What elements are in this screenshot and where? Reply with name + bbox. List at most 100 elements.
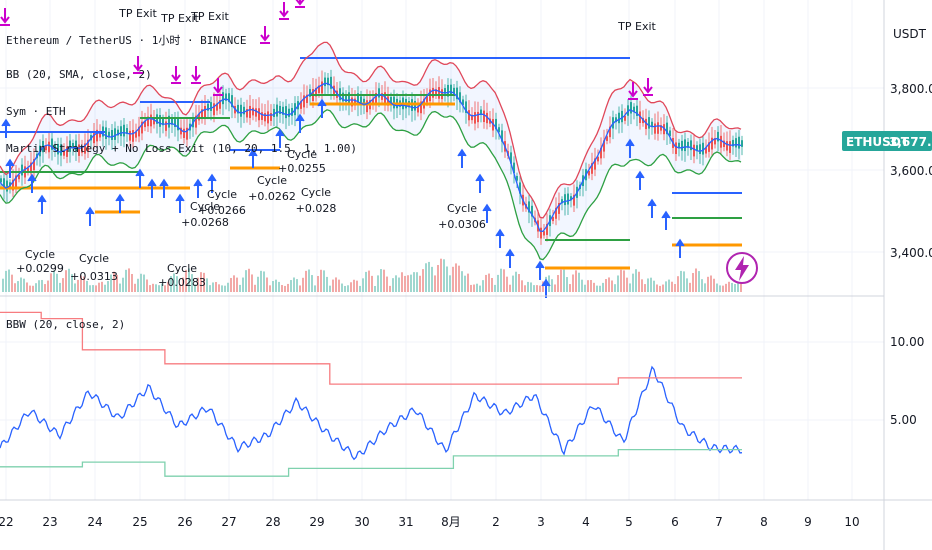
volume-bar xyxy=(161,283,163,292)
entry-arrow-head xyxy=(275,128,285,137)
candle-body xyxy=(75,140,77,151)
volume-bar xyxy=(674,284,676,292)
time-axis[interactable]: 22 23 24 25 26 27 28 29 30 31 8月 2 3 4 5 6 7 8 9 10 xyxy=(0,515,860,529)
volume-bar xyxy=(515,271,517,292)
volume-bar xyxy=(269,285,271,292)
volume-bar xyxy=(473,284,475,292)
entry-arrow-head xyxy=(193,178,203,187)
entry-arrow-head xyxy=(625,138,635,147)
candle-body xyxy=(72,143,74,149)
volume-bar xyxy=(185,269,187,292)
volume-bar xyxy=(623,270,625,292)
volume-bar xyxy=(734,284,736,292)
candle-body xyxy=(360,96,362,106)
candle-body xyxy=(705,147,707,154)
exit-arrow-head xyxy=(133,64,143,72)
candle-body xyxy=(690,140,692,151)
entry-arrow-head xyxy=(85,206,95,215)
candle-body xyxy=(558,202,560,214)
volume-bar xyxy=(95,285,97,292)
volume-bar xyxy=(206,278,208,292)
volume-bar xyxy=(467,273,469,292)
entry-arrow-head xyxy=(535,260,545,269)
bbw-indicator-label[interactable]: BBW (20, close, 2) xyxy=(6,318,125,331)
strategy-label[interactable]: Martin Strategy + No Loss Exit (10, 20, … xyxy=(6,142,357,155)
entry-arrow-head xyxy=(175,193,185,202)
currency-label[interactable]: USDT xyxy=(893,27,927,41)
candle-body xyxy=(177,118,179,131)
volume-bar xyxy=(578,272,580,292)
candle-body xyxy=(651,121,653,128)
volume-bar xyxy=(689,282,691,292)
volume-bar xyxy=(701,279,703,292)
candle-body xyxy=(453,87,455,94)
symbol-indicator-label[interactable]: Sym · ETH xyxy=(6,105,66,118)
lightning-icon[interactable] xyxy=(726,252,758,284)
volume-bar xyxy=(488,273,490,292)
volume-bar xyxy=(29,285,31,292)
candle-body xyxy=(195,115,197,128)
volume-bar xyxy=(434,275,436,292)
volume-bar xyxy=(158,285,160,292)
candle-body xyxy=(687,141,689,148)
volume-bar xyxy=(413,272,415,292)
candle-body xyxy=(645,118,647,130)
candle-body xyxy=(285,106,287,119)
entry-arrow-head xyxy=(115,193,125,202)
volume-bar xyxy=(401,272,403,292)
volume-bar xyxy=(521,280,523,292)
volume-bar xyxy=(260,270,262,292)
volume-bar xyxy=(59,282,61,292)
symbol-title[interactable]: Ethereum / TetherUS · 1小时 · BINANCE xyxy=(6,34,247,47)
volume-bar xyxy=(650,277,652,292)
volume-bar xyxy=(74,283,76,292)
candle-body xyxy=(222,92,224,105)
candle-body xyxy=(30,162,32,174)
volume-bar xyxy=(704,283,706,292)
candle-body xyxy=(237,104,239,114)
volume-bar xyxy=(572,274,574,292)
candle-body xyxy=(456,87,458,100)
volume-bar xyxy=(380,269,382,292)
candle-body xyxy=(735,138,737,148)
candle-body xyxy=(606,136,608,141)
volume-bar xyxy=(620,269,622,292)
volume-bar xyxy=(404,275,406,292)
volume-bar xyxy=(593,282,595,292)
entry-arrow-head xyxy=(541,278,551,287)
candle-body xyxy=(153,118,155,125)
volume-bar xyxy=(500,268,502,292)
bb-indicator-label[interactable]: BB (20, SMA, close, 2) xyxy=(6,68,152,81)
volume-bar xyxy=(314,285,316,292)
volume-bar xyxy=(707,276,709,292)
trade-annotation: Cycle xyxy=(301,186,331,199)
volume-bar xyxy=(584,284,586,292)
volume-bar xyxy=(719,285,721,292)
volume-bar xyxy=(581,279,583,292)
candle-body xyxy=(483,110,485,123)
candle-body xyxy=(570,196,572,201)
volume-bar xyxy=(221,285,223,292)
candle-body xyxy=(204,105,206,118)
volume-bar xyxy=(8,269,10,292)
volume-bar xyxy=(518,274,520,292)
candle-body xyxy=(615,117,617,123)
candle-body xyxy=(150,114,152,127)
volume-bar xyxy=(449,275,451,292)
trade-annotation: TP Exit xyxy=(160,12,199,25)
candle-body xyxy=(12,179,14,191)
volume-bar xyxy=(350,282,352,292)
candle-body xyxy=(591,163,593,174)
volume-bar xyxy=(575,270,577,292)
trade-annotation: +0.0283 xyxy=(158,276,206,289)
candle-body xyxy=(495,118,497,130)
candle-body xyxy=(501,130,503,142)
volume-bar xyxy=(278,281,280,292)
trade-annotation: Cycle xyxy=(190,200,220,213)
volume-bar xyxy=(731,282,733,292)
candle-body xyxy=(438,87,440,99)
candle-body xyxy=(414,100,416,111)
candle-body xyxy=(123,124,125,137)
entry-arrow-head xyxy=(135,168,145,177)
